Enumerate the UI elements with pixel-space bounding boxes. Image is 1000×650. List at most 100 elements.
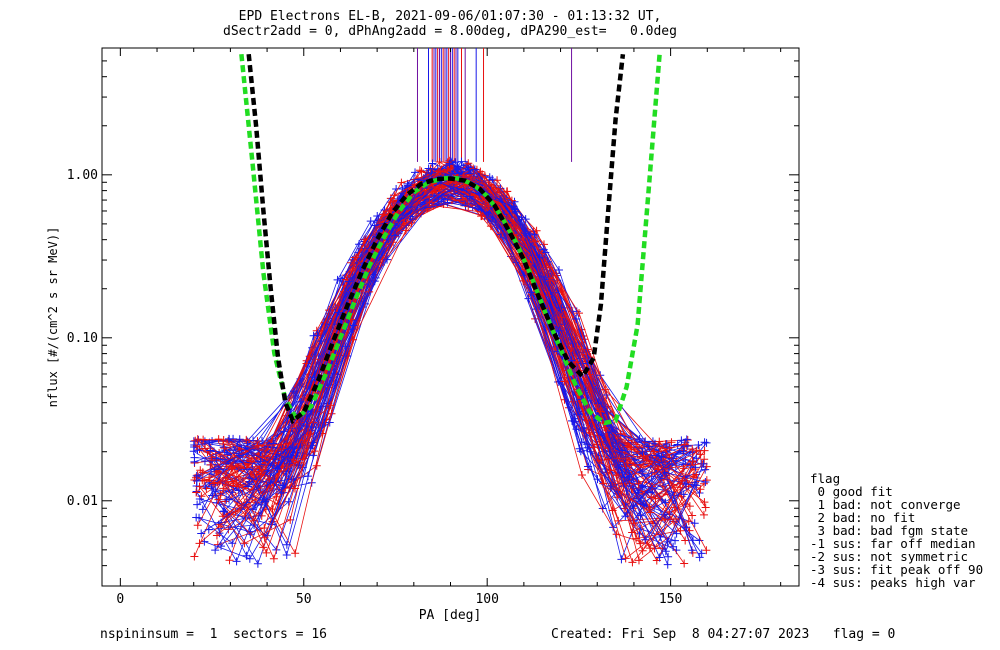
measurement-point [527, 288, 536, 297]
measurement-point [200, 457, 209, 466]
measurement-point [644, 442, 653, 451]
measurement-point [397, 178, 406, 187]
measurement-point [312, 461, 321, 470]
measurement-trace [202, 175, 677, 524]
legend-item: -1 sus: far off median [810, 536, 976, 551]
measurement-point [232, 557, 241, 566]
measurement-point [206, 446, 215, 455]
measurement-point [366, 217, 375, 226]
measurement-point [699, 510, 708, 519]
measurement-point [235, 435, 244, 444]
measurement-point [417, 167, 426, 176]
measurement-trace [214, 180, 687, 551]
measurement-point [690, 519, 699, 528]
measurement-point [621, 512, 630, 521]
measurement-trace [194, 168, 688, 464]
measurement-point [211, 487, 220, 496]
measurement-point [317, 337, 326, 346]
measurement-point [484, 202, 493, 211]
measurement-point [667, 438, 676, 447]
chart-title-line2: dSectr2add = 0, dPhAng2add = 8.00deg, dP… [223, 24, 677, 39]
measurement-point [554, 266, 563, 275]
measurement-point [411, 168, 420, 177]
measurement-point [231, 507, 240, 516]
measurement-point [288, 442, 297, 451]
measurement-point [621, 554, 630, 563]
measurement-point [253, 441, 262, 450]
legend-item: 2 bad: no fit [810, 510, 916, 525]
measurement-point [245, 477, 254, 486]
measurement-point [379, 210, 388, 219]
measurement-point [485, 173, 494, 182]
measurement-point [575, 444, 584, 453]
measurement-point [663, 560, 672, 569]
measurement-point [697, 549, 706, 558]
measurement-point [291, 549, 300, 558]
measurement-point [583, 440, 592, 449]
measurement-point [434, 192, 443, 201]
measurement-point [655, 553, 664, 562]
measurement-point [597, 456, 606, 465]
measurement-point [574, 309, 583, 318]
measurement-point [684, 517, 693, 526]
chart-title-line1: EPD Electrons EL-B, 2021-09-06/01:07:30 … [238, 9, 662, 24]
measurement-point [701, 465, 710, 474]
measurement-point [470, 165, 479, 174]
measurement-point [645, 503, 654, 512]
measurement-point [671, 536, 680, 545]
measurement-point [692, 446, 701, 455]
measurement-point [662, 439, 671, 448]
measurement-point [269, 554, 278, 563]
measurement-point [453, 162, 462, 171]
measurement-point [251, 501, 260, 510]
measurement-point [249, 436, 258, 445]
measurement-point [195, 482, 204, 491]
measurement-point [628, 558, 637, 567]
measurement-point [355, 240, 364, 249]
measurement-point [699, 459, 708, 468]
measurement-point [617, 555, 626, 564]
x-tick-label: 0 [116, 592, 124, 607]
measurement-point [310, 447, 319, 456]
measurement-point [685, 502, 694, 511]
measurement-point [700, 438, 709, 447]
measurement-point [217, 542, 226, 551]
measurement-point [282, 550, 291, 559]
measurement-point [469, 164, 478, 173]
measurement-point [445, 159, 454, 168]
measurement-point [259, 543, 268, 552]
measurement-point [554, 326, 563, 335]
measurement-point [263, 466, 272, 475]
measurement-point [192, 488, 201, 497]
measurement-point [509, 202, 518, 211]
measurement-point [634, 556, 643, 565]
measurement-point [197, 529, 206, 538]
x-tick-label: 50 [296, 592, 312, 607]
measurement-point [326, 401, 335, 410]
y-tick-label: 0.01 [67, 494, 98, 509]
measurement-point [582, 350, 591, 359]
measurement-point [190, 457, 199, 466]
measurement-point [493, 184, 502, 193]
measurement-point [641, 535, 650, 544]
measurement-point [435, 182, 444, 191]
measurement-point [234, 486, 243, 495]
measurement-point [242, 435, 251, 444]
measurement-trace [216, 160, 666, 535]
measurement-point [225, 556, 234, 565]
measurement-point [655, 437, 664, 446]
measurement-point [227, 464, 236, 473]
legend-item: 0 good fit [810, 484, 893, 499]
measurement-point [608, 481, 617, 490]
measurement-point [240, 539, 249, 548]
measurement-point [228, 539, 237, 548]
measurement-point [653, 465, 662, 474]
measurement-point [476, 167, 485, 176]
measurement-point [260, 523, 269, 532]
measurement-point [192, 476, 201, 485]
measurement-point [210, 479, 219, 488]
measurement-point [634, 488, 643, 497]
measurement-point [522, 229, 531, 238]
x-axis-label: PA [deg] [419, 608, 482, 623]
measurement-point [612, 530, 621, 539]
